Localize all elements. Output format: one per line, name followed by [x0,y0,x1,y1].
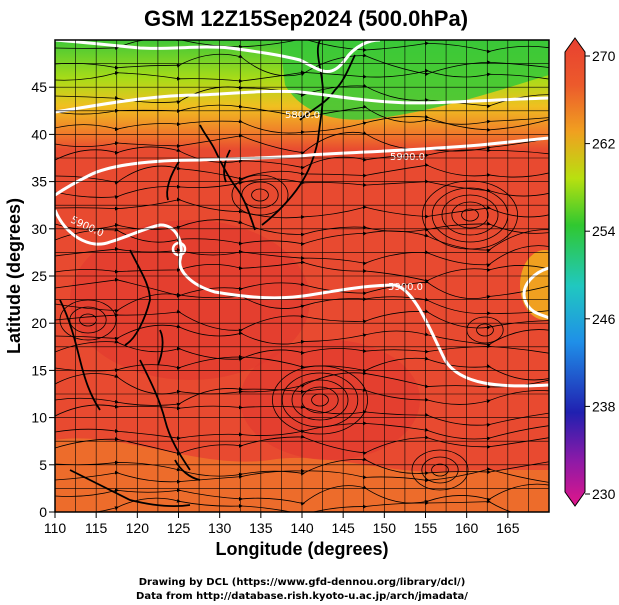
y-tick-label: 25 [31,268,47,284]
streamline-eddy [476,323,494,337]
x-tick-label: 155 [414,520,438,536]
colorbar-body [564,37,586,507]
streamline [55,483,549,506]
y-axis-ticks: 0 5 10 15 20 25 30 35 40 45 [31,79,55,520]
streamline-eddy [271,365,368,435]
streamline-eddy [461,208,479,222]
contour-5900 [55,136,549,197]
contour-5700 [55,40,381,73]
streamline [55,371,549,395]
contour-5900-east [522,266,549,320]
plot-area: 5900.0 5900.0 5900.0 5800.0 [55,40,549,512]
credit-drawing: Drawing by DCL (https://www.gfd-dennou.o… [139,577,466,588]
x-tick-label: 145 [331,520,355,536]
x-tick-label: 150 [373,520,397,536]
x-tick-label: 165 [496,520,520,536]
streamline [55,162,549,185]
y-tick-label: 5 [39,457,47,473]
colorbar-tick-label: 270 [592,48,616,64]
x-axis-ticks: 110 115 120 125 130 135 140 145 150 155 160 165 [44,512,520,536]
streamline [55,40,549,54]
streamline [55,434,549,456]
y-tick-label: 0 [39,504,47,520]
streamline [55,467,549,484]
streamline-eddy [281,372,359,428]
streamline [55,354,549,381]
streamline-eddy [291,379,349,421]
contour-label-5800: 5800.0 [285,110,320,121]
grid-lines [55,40,549,512]
streamline-eddy [411,449,469,491]
coastlines [59,40,356,508]
streamline-eddy [421,180,518,250]
colorbar-tick-label: 246 [592,311,616,327]
contours [55,40,549,388]
y-axis-label: Latitude (degrees) [4,198,24,354]
x-tick-label: 160 [455,520,479,536]
streamline-eddy [431,463,449,477]
contour-label-5900-mid: 5900.0 [388,282,423,293]
chart-title: GSM 12Z15Sep2024 (500.0hPa) [144,6,468,31]
colorbar-tick-label: 238 [592,398,616,414]
streamline [55,197,549,220]
colorbar-tick-label: 230 [592,486,616,502]
x-tick-label: 125 [167,520,191,536]
contour-label-5900: 5900.0 [390,152,425,163]
typhoon-center [171,241,187,257]
colorbar-tick-label: 262 [592,136,616,152]
streamline-eddy [421,456,459,484]
streamline [55,178,549,200]
colorbar-ticks: 270 262 254 246 238 230 [585,48,616,502]
y-tick-label: 35 [31,174,47,190]
x-tick-label: 115 [85,520,108,536]
streamline-eddy [441,194,499,236]
colorbar-tick-label: 254 [592,223,616,239]
x-tick-label: 135 [249,520,273,536]
streamline-eddy [69,306,107,334]
streamline [55,83,549,109]
x-tick-label: 110 [44,520,67,536]
streamline-eddy [251,188,269,202]
contour-5800 [55,89,549,114]
x-axis-label: Longitude (degrees) [215,539,388,559]
streamline-eddy [59,299,117,341]
x-tick-label: 120 [126,520,150,536]
streamline-eddy [231,174,289,216]
streamline [55,339,549,362]
streamline [55,68,549,84]
streamline [55,260,549,284]
y-tick-label: 20 [31,315,47,331]
streamline-eddy [451,201,489,229]
y-tick-label: 45 [31,79,47,95]
colorbar: 270 262 254 246 238 230 [564,37,616,507]
y-tick-label: 30 [31,221,47,237]
credit-data: Data from http://database.rish.kyoto-u.a… [136,591,468,602]
y-tick-label: 10 [31,410,47,426]
y-tick-label: 40 [31,126,47,142]
contour-5900-south [55,209,549,388]
x-tick-label: 140 [290,520,314,536]
x-tick-label: 130 [208,520,232,536]
y-tick-label: 15 [31,362,47,378]
